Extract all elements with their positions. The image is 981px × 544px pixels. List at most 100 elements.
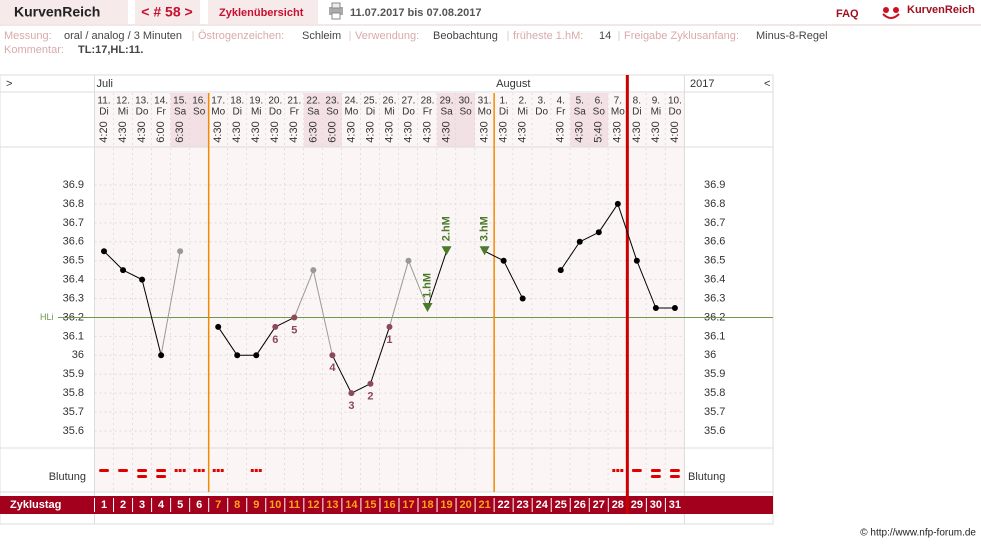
temp-point xyxy=(234,352,241,359)
y-tick-label-right: 36.3 xyxy=(704,292,725,304)
time: 4:30 xyxy=(269,121,281,142)
bleeding-mark xyxy=(631,469,642,472)
date: 20. xyxy=(268,96,282,107)
month: Juli xyxy=(97,78,114,90)
time: 4:30 xyxy=(517,121,529,142)
y-tick-label: 36.6 xyxy=(63,236,84,248)
temp-segment xyxy=(579,231,600,243)
faq[interactable]: FAQ xyxy=(836,8,859,20)
cycle-day: 14 xyxy=(345,499,358,511)
cycle-day: 26 xyxy=(574,499,586,511)
weekend-header xyxy=(437,93,457,147)
date: 8. xyxy=(633,96,641,107)
weekday: Do xyxy=(269,107,282,118)
date: 22. xyxy=(306,96,320,107)
bleeding-dot xyxy=(220,469,224,472)
day-column xyxy=(589,93,609,492)
cycle-box xyxy=(135,0,200,24)
date: 13. xyxy=(135,96,149,107)
cycle-day: 23 xyxy=(517,499,529,511)
temp-point xyxy=(310,267,317,274)
temp-segment xyxy=(598,203,619,233)
cycle-day: 5 xyxy=(177,499,183,511)
info-value: Schleim xyxy=(302,30,341,42)
temp-point xyxy=(367,380,374,387)
day-column xyxy=(608,93,628,492)
cycle-day: 8 xyxy=(234,499,240,511)
weekend-header xyxy=(189,93,209,147)
y-tick-label: 36.1 xyxy=(63,330,84,342)
cycle-day: 27 xyxy=(593,499,605,511)
weekday: So xyxy=(326,107,339,118)
printer-icon[interactable] xyxy=(329,2,343,20)
temp-segment xyxy=(275,317,295,328)
day-column xyxy=(151,93,171,492)
day-column xyxy=(570,93,590,492)
y-tick-label: 36.5 xyxy=(63,255,84,267)
temp-segment xyxy=(560,241,581,271)
y-tick-label-right: 36.1 xyxy=(704,330,725,342)
bleeding-mark xyxy=(212,469,224,472)
info-label: Freigabe Zyklusanfang: xyxy=(624,30,739,42)
date: 7. xyxy=(614,96,622,107)
day-column xyxy=(494,93,514,492)
bleeding-dot xyxy=(212,469,216,472)
date: 6. xyxy=(595,96,603,107)
weekday: Sa xyxy=(174,107,187,118)
cycle-nav[interactable]: < # 58 > xyxy=(141,4,192,20)
footer: © http://www.nfp-forum.de xyxy=(860,528,976,539)
day-column xyxy=(113,93,133,492)
bleeding-label: Blutung xyxy=(49,471,86,483)
date: 12. xyxy=(116,96,130,107)
month: August xyxy=(496,78,530,90)
temp-point xyxy=(101,248,108,255)
bleeding-dot xyxy=(178,469,182,472)
temp-segment xyxy=(408,260,428,309)
time: 4:30 xyxy=(612,121,624,142)
cycle-day: 4 xyxy=(158,499,165,511)
weekday: Mo xyxy=(611,107,625,118)
date: 14. xyxy=(154,96,168,107)
temp-point xyxy=(215,323,222,330)
date: 9. xyxy=(652,96,660,107)
cycle-day: 6 xyxy=(196,499,202,511)
temp-point xyxy=(576,238,583,245)
time: 4:30 xyxy=(421,121,433,142)
y-tick-label: 35.9 xyxy=(63,368,84,380)
time: 4:30 xyxy=(288,121,300,142)
point-label: 1 xyxy=(386,334,392,346)
temp-segment xyxy=(351,383,371,394)
weekday: Sa xyxy=(574,107,587,118)
temp-segment xyxy=(636,260,657,309)
weekend-header xyxy=(322,93,342,147)
temp-point xyxy=(139,276,146,283)
cycle-day: 2 xyxy=(120,499,126,511)
day-column xyxy=(322,93,342,492)
point-label: 5 xyxy=(291,324,297,336)
bleeding-mark xyxy=(650,469,661,478)
cycle-day: 9 xyxy=(253,499,259,511)
weekday: Mi xyxy=(251,107,262,118)
cycle-day: 16 xyxy=(383,499,395,511)
nav-right[interactable]: < xyxy=(764,78,770,90)
temp-segment xyxy=(160,251,181,356)
nav-left[interactable]: > xyxy=(6,78,12,90)
time: 4:30 xyxy=(136,121,148,142)
weekday: Fr xyxy=(423,107,433,118)
bleeding-dash xyxy=(631,469,642,472)
day-column xyxy=(627,93,647,492)
date: 30. xyxy=(459,96,473,107)
info-value: Beobachtung xyxy=(433,30,498,42)
info-label: Messung: xyxy=(4,30,52,42)
weekday: Mi xyxy=(517,107,528,118)
y-tick-label: 35.7 xyxy=(63,406,84,418)
bleeding-dot xyxy=(620,469,624,472)
weekday: Mi xyxy=(118,107,129,118)
bleeding-dash xyxy=(650,469,661,472)
time: 4:30 xyxy=(231,121,243,142)
app-box xyxy=(0,0,128,24)
info-label: Verwendung: xyxy=(355,30,419,42)
app-name[interactable]: KurvenReich xyxy=(14,4,100,20)
cycle-day: 3 xyxy=(139,499,145,511)
tab[interactable]: Zyklenübersicht xyxy=(219,7,304,19)
